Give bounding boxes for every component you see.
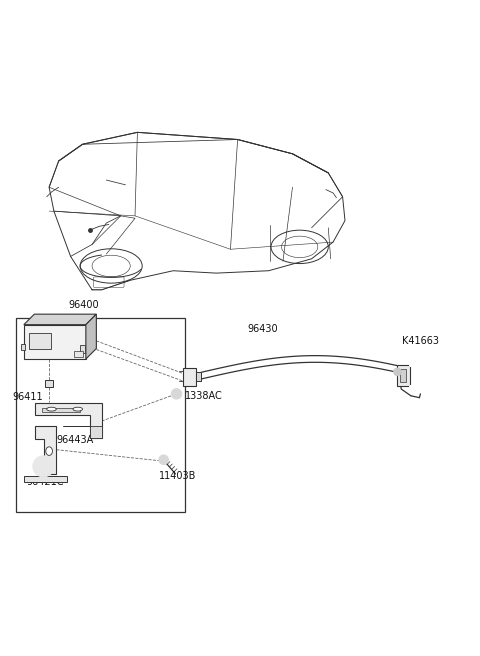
Ellipse shape (46, 447, 52, 455)
Circle shape (159, 455, 168, 464)
Circle shape (394, 368, 401, 376)
Bar (397, 365, 410, 386)
Polygon shape (35, 403, 102, 438)
Polygon shape (24, 314, 96, 325)
Polygon shape (35, 426, 56, 474)
Bar (183, 367, 196, 386)
Text: K41663: K41663 (402, 337, 439, 346)
Bar (80, 344, 85, 354)
Bar (45, 380, 53, 387)
Bar (16, 318, 185, 512)
Text: 96400: 96400 (68, 300, 99, 310)
Bar (74, 352, 84, 357)
Text: 96421C: 96421C (26, 477, 64, 487)
Text: 11403B: 11403B (159, 471, 196, 481)
Circle shape (171, 388, 182, 399)
Bar (29, 333, 51, 348)
Text: 96443A: 96443A (56, 435, 94, 445)
Bar (24, 476, 67, 482)
Text: 1338AC: 1338AC (185, 391, 223, 401)
Bar (24, 325, 86, 359)
Polygon shape (63, 426, 102, 438)
Circle shape (33, 456, 54, 477)
Bar (400, 369, 406, 382)
Text: 96430: 96430 (247, 324, 278, 334)
Text: 96411: 96411 (12, 392, 43, 402)
Ellipse shape (47, 407, 56, 411)
Bar (42, 407, 80, 413)
Bar (196, 373, 201, 381)
Bar (21, 344, 25, 350)
Polygon shape (86, 314, 96, 359)
Ellipse shape (73, 407, 83, 411)
